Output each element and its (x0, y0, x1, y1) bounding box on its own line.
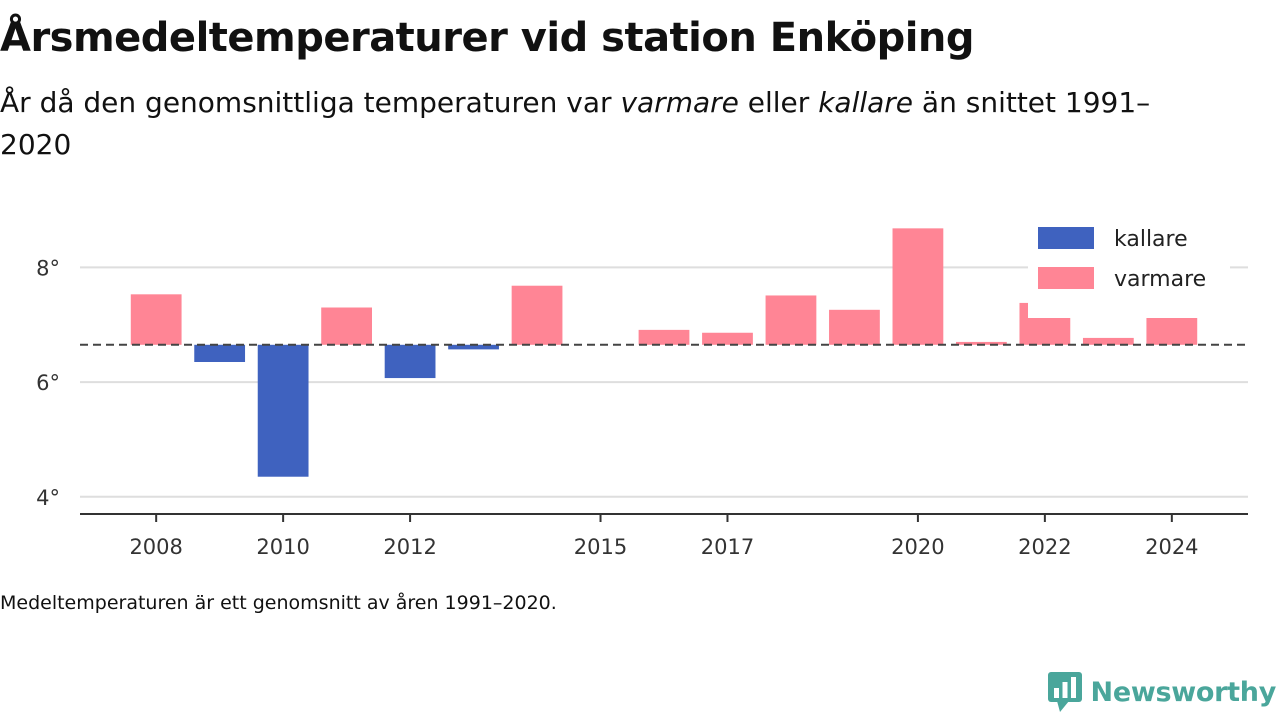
bar-varmare (702, 332, 753, 345)
newsworthy-logo-icon (1047, 672, 1082, 712)
bar-varmare (956, 341, 1007, 345)
subtitle-text: eller (738, 86, 819, 119)
chart-subtitle: År då den genomsnittliga temperaturen va… (0, 82, 1200, 166)
bar-varmare (1082, 337, 1134, 345)
y-tick-label: 6° (36, 371, 60, 395)
bar-varmare (892, 228, 944, 345)
x-tick-label: 2015 (574, 535, 627, 559)
bar-varmare (321, 307, 372, 345)
subtitle-warm-word: varmare (620, 86, 739, 119)
x-tick-label: 2017 (701, 535, 754, 559)
footnote: Medeltemperaturen är ett genomsnitt av å… (0, 592, 557, 614)
subtitle-text: År då den genomsnittliga temperaturen va… (0, 86, 621, 119)
bar-varmare (765, 295, 817, 345)
y-tick-label: 4° (36, 486, 60, 510)
x-tick-label: 2012 (383, 535, 436, 559)
bar-kallare (257, 344, 309, 477)
x-tick-label: 2008 (129, 535, 182, 559)
legend-swatch-kallare (1038, 227, 1094, 249)
subtitle-text: än snittet 1991–2020 (0, 86, 1151, 161)
bar-kallare (448, 344, 499, 350)
bar-chart: 4° 6° 8° 2008 2010 2012 2015 2017 2020 2022 2024 ka… (36, 220, 1248, 559)
x-tick-label: 2022 (1018, 535, 1071, 559)
x-tick-label: 2010 (256, 535, 309, 559)
legend-label-kallare: kallare (1114, 227, 1188, 252)
x-tick-label: 2020 (891, 535, 944, 559)
subtitle-cold-word: kallare (818, 86, 914, 119)
legend-swatch-varmare (1038, 267, 1094, 289)
bar-varmare (638, 329, 690, 345)
bar-varmare (829, 309, 880, 345)
bar-kallare (194, 344, 246, 362)
legend-label-varmare: varmare (1114, 267, 1206, 292)
brand-name: Newsworthy (1090, 676, 1277, 708)
chart-area: 4° 6° 8° 2008 2010 2012 2015 2017 2020 2022 2024 ka… (0, 190, 1280, 570)
chart-title: Årsmedeltemperaturer vid station Enköpin… (0, 15, 975, 61)
y-tick-label: 8° (36, 256, 60, 280)
x-tick-label: 2024 (1145, 535, 1198, 559)
brand-logo: Newsworthy (1047, 670, 1276, 714)
bar-kallare (384, 344, 436, 379)
bar-varmare (130, 294, 182, 345)
bar-varmare (511, 285, 563, 345)
